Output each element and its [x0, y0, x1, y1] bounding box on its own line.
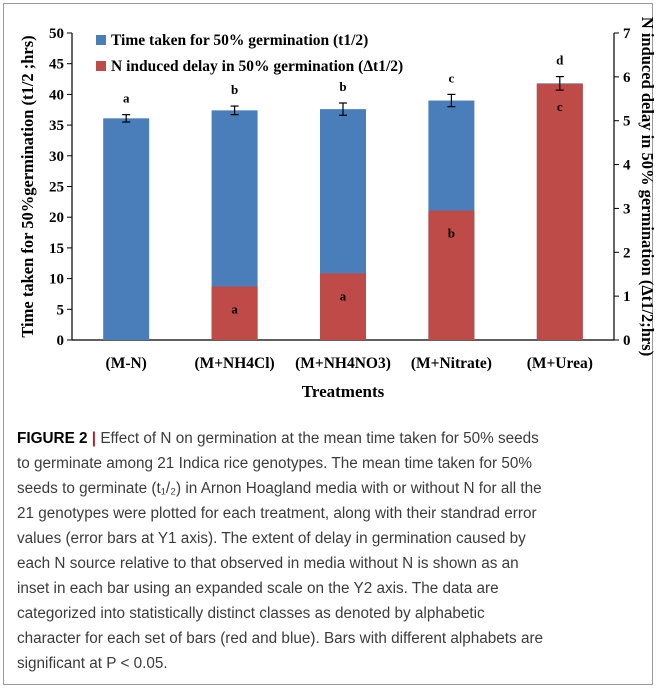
caption-line-3: seeds to germinate (t₁/₂) in Arnon Hoagl… [17, 480, 542, 497]
red-significance-letter: b [448, 226, 455, 241]
red-significance-letter: a [340, 288, 347, 303]
legend-swatch-red [96, 61, 106, 71]
y-right-tick-label: 5 [623, 114, 631, 130]
y-left-tick-label: 45 [49, 57, 64, 73]
blue-significance-letter: c [449, 70, 455, 85]
y-left-tick-label: 5 [57, 302, 65, 318]
caption-line-6: each N source relative to that observed … [17, 555, 519, 572]
caption-line-8: categorized into statistically distinct … [17, 605, 485, 622]
caption-line-7: inset in each bar using an expanded scal… [17, 580, 499, 597]
y-right-tick-label: 6 [623, 70, 631, 86]
caption-line-2: to germinate among 21 Indica rice genoty… [17, 455, 533, 472]
red-significance-letter: a [231, 301, 238, 316]
legend-label-blue: Time taken for 50% germination (t1/2) [111, 32, 368, 49]
y-right-tick-label: 4 [623, 158, 631, 174]
blue-significance-letter: b [339, 79, 346, 94]
y-left-tick-label: 25 [49, 180, 64, 196]
y-right-tick-label: 0 [623, 333, 631, 349]
y-right-tick-label: 2 [623, 245, 631, 261]
blue-significance-letter: b [231, 82, 238, 97]
blue-significance-letter: a [123, 91, 130, 106]
y-right-tick-label: 3 [623, 201, 631, 217]
legend-label-red: N induced delay in 50% germination (Δt1/… [111, 58, 403, 75]
y-left-tick-label: 30 [49, 149, 64, 165]
caption-separator: | [91, 430, 97, 447]
bar-red [428, 210, 475, 340]
caption-line-9: character for each set of bars (red and … [17, 630, 544, 647]
blue-significance-letter: d [556, 53, 564, 68]
x-tick-label: (M+Urea) [527, 355, 593, 372]
caption-line-5: values (error bars at Y1 axis). The exte… [17, 530, 526, 547]
x-tick-label: (M+NH4Cl) [194, 355, 274, 372]
y-left-tick-label: 0 [57, 333, 65, 349]
bar-blue [103, 118, 150, 340]
red-significance-letter: c [557, 99, 563, 114]
y-right-tick-label: 7 [623, 26, 631, 42]
x-tick-label: (M+Nitrate) [411, 355, 492, 372]
bar-red [211, 286, 258, 340]
y-left-tick-label: 15 [49, 241, 64, 257]
figure-label: FIGURE 2 [17, 430, 88, 447]
y-left-tick-label: 10 [49, 272, 64, 288]
legend-swatch-blue [96, 35, 106, 45]
caption-text-1: Effect of N on germination at the mean t… [100, 430, 539, 447]
y-left-tick-label: 40 [49, 87, 64, 103]
y-left-tick-label: 50 [49, 26, 64, 42]
y-left-axis-title: Time taken for 50%germination (t1/2 ;hrs… [18, 35, 37, 337]
caption-line-10: significant at P < 0.05. [17, 655, 168, 672]
x-tick-label: (M+NH4NO3) [295, 355, 391, 372]
bar-red [536, 83, 583, 341]
y-left-tick-label: 20 [49, 210, 64, 226]
x-tick-label: (M-N) [106, 355, 147, 372]
y-left-tick-label: 35 [49, 118, 64, 134]
figure-frame [3, 3, 653, 685]
figure-caption: FIGURE 2 | Effect of N on germination at… [17, 426, 639, 676]
bar-red [320, 273, 366, 340]
y-right-axis-title: N induced delay in 50% germination (Δt1/… [638, 17, 657, 356]
y-right-tick-label: 1 [623, 289, 631, 305]
x-axis-title: Treatments [302, 382, 385, 401]
caption-line-4: 21 genotypes were plotted for each treat… [17, 505, 537, 522]
caption-line-1: FIGURE 2 | Effect of N on germination at… [17, 426, 639, 451]
chart-svg: 0510152025303540455001234567a(M-N)ab(M+N… [18, 17, 657, 401]
